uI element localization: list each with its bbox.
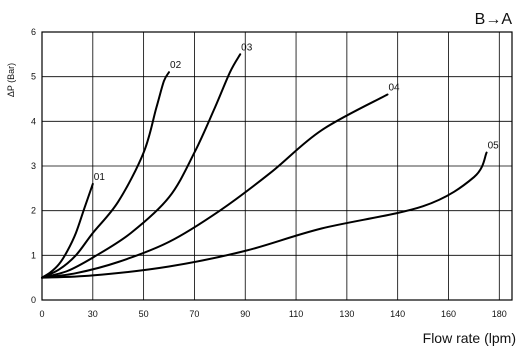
series-line-03 xyxy=(41,53,242,279)
x-tick-label: 50 xyxy=(139,309,149,319)
grid xyxy=(42,32,512,300)
series-labels: 01 02 03 04 05 xyxy=(94,42,499,183)
series-line-05 xyxy=(41,151,488,279)
series-label-03: 03 xyxy=(241,42,253,53)
series-lines xyxy=(41,53,488,279)
series-label-02: 02 xyxy=(170,60,182,71)
x-axis: 0 30 50 70 90 110 130 140 160 180 xyxy=(39,309,506,319)
y-tick-label: 2 xyxy=(31,206,36,216)
x-axis-label: Flow rate (lpm) xyxy=(423,330,516,346)
x-tick-label: 130 xyxy=(339,309,354,319)
series-line-04 xyxy=(41,93,389,279)
plot-frame xyxy=(41,31,513,301)
series-label-04: 04 xyxy=(389,83,401,94)
series-line-02 xyxy=(41,71,170,279)
y-axis-label: ΔP (Bar) xyxy=(6,63,16,97)
series-label-05: 05 xyxy=(488,141,500,152)
y-tick-label: 5 xyxy=(31,72,36,82)
x-tick-label: 180 xyxy=(492,309,507,319)
series-line-01 xyxy=(41,182,94,279)
series-label-01: 01 xyxy=(94,172,106,183)
y-tick-label: 1 xyxy=(31,250,36,260)
y-tick-label: 0 xyxy=(31,295,36,305)
x-tick-label: 30 xyxy=(88,309,98,319)
x-tick-label: 160 xyxy=(441,309,456,319)
y-axis: 0 1 2 3 4 5 6 xyxy=(31,27,36,305)
x-tick-label: 140 xyxy=(390,309,405,319)
y-tick-label: 3 xyxy=(31,161,36,171)
x-tick-label: 110 xyxy=(289,309,303,319)
x-tick-label: 0 xyxy=(39,309,44,319)
chart-title: B→A xyxy=(475,11,513,28)
y-tick-label: 4 xyxy=(31,116,36,126)
x-tick-label: 90 xyxy=(240,309,250,319)
y-tick-label: 6 xyxy=(31,27,36,37)
x-tick-label: 70 xyxy=(189,309,199,319)
